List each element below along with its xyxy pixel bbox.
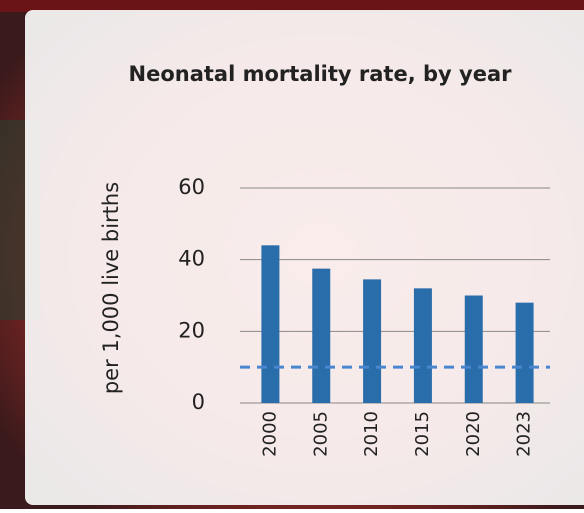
x-tick-label: 2020: [463, 411, 484, 457]
screen: Neonatal mortality rate, by year per 1,0…: [0, 0, 584, 509]
x-tick-label: 2015: [412, 411, 433, 457]
y-tick-label: 20: [178, 318, 205, 342]
bar: [261, 245, 279, 403]
y-tick-label: 60: [178, 175, 205, 199]
chart-title: Neonatal mortality rate, by year: [129, 62, 513, 86]
bar: [465, 296, 483, 404]
x-tick-label: 2023: [514, 411, 535, 457]
y-tick-label: 40: [178, 247, 205, 271]
x-tick-label: 2005: [310, 411, 331, 457]
x-tick-label: 2010: [361, 411, 382, 457]
bar: [312, 269, 330, 403]
bar: [516, 303, 534, 403]
bar: [414, 288, 432, 403]
bar: [363, 279, 381, 403]
y-tick-label: 0: [192, 390, 205, 414]
y-axis-label: per 1,000 live births: [99, 182, 123, 394]
x-tick-label: 2000: [259, 411, 280, 457]
